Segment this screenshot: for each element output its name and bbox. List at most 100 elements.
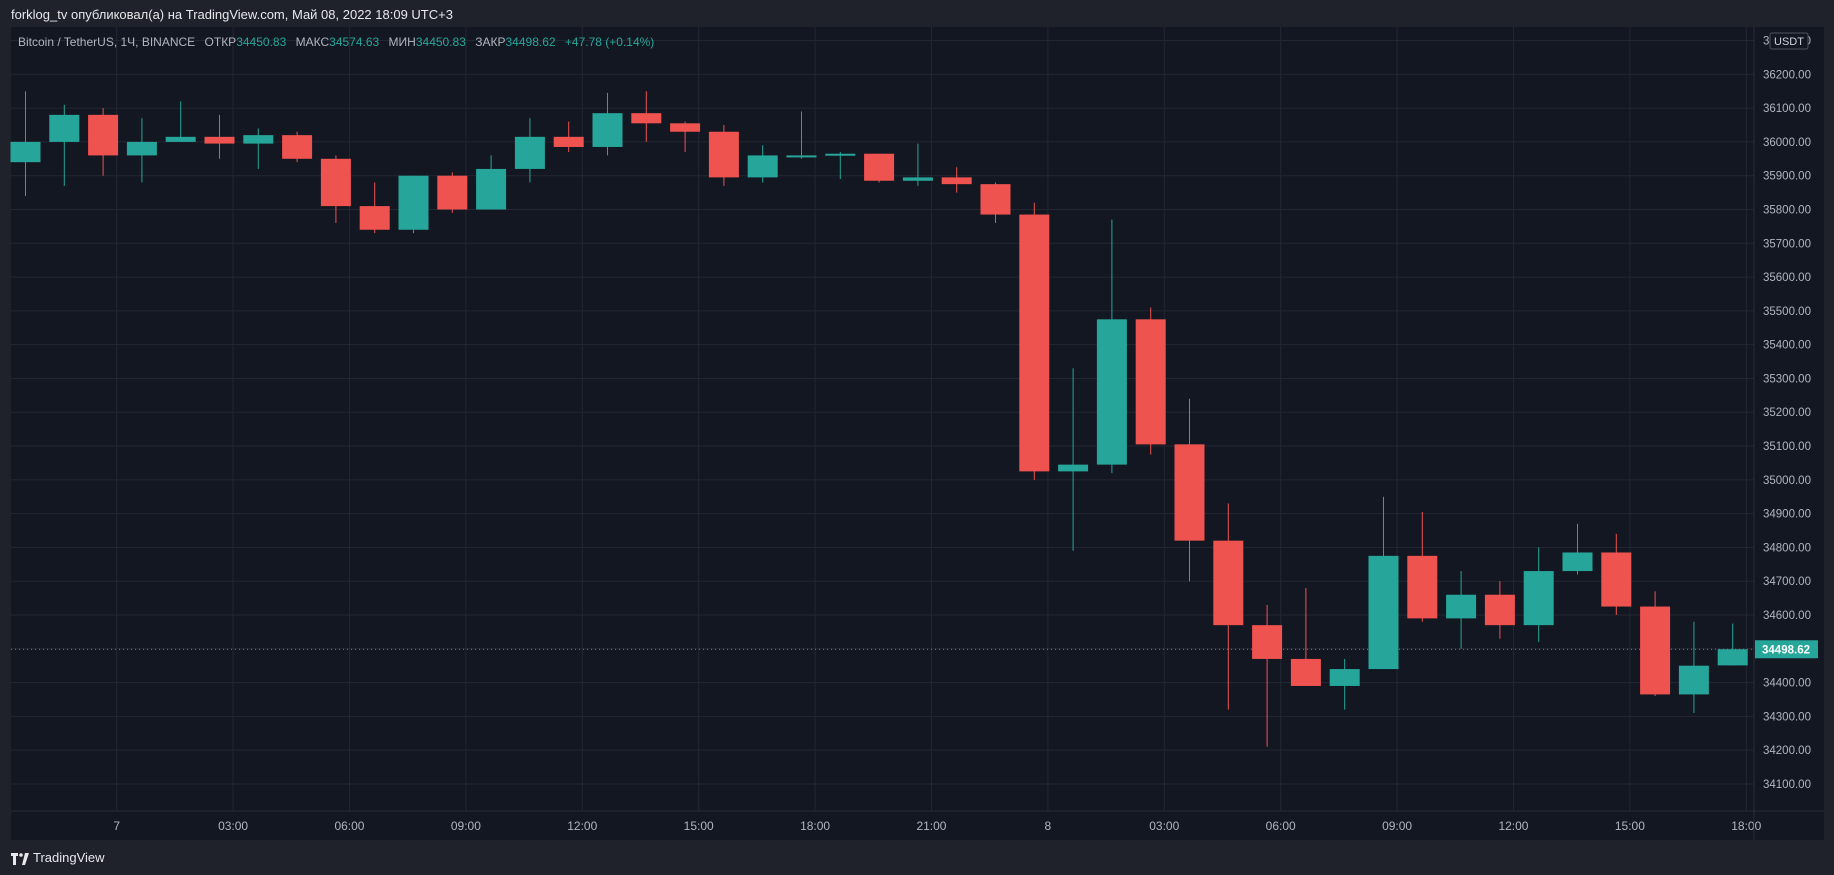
y-tick-label: 36000.00 [1763,137,1811,149]
x-tick-label: 21:00 [916,819,946,833]
candle-body[interactable] [1640,606,1671,695]
candle-body[interactable] [10,141,41,163]
candle-body[interactable] [88,114,119,156]
x-tick-label: 8 [1045,819,1052,833]
footer-brand[interactable]: TradingView [11,850,105,865]
y-tick-label: 35100.00 [1763,441,1811,453]
candle-body[interactable] [398,175,429,230]
candle-body[interactable] [126,141,157,156]
candle-body[interactable] [1135,319,1166,445]
candle-body[interactable] [1484,594,1515,626]
candle-body[interactable] [165,136,196,142]
x-tick-label: 15:00 [1615,819,1645,833]
candle-body[interactable] [320,158,351,207]
x-tick-label: 18:00 [800,819,830,833]
candle-body[interactable] [204,136,235,144]
y-tick-label: 34400.00 [1763,678,1811,690]
candle-body[interactable] [1368,555,1399,670]
x-tick-label: 12:00 [567,819,597,833]
y-tick-label: 34100.00 [1763,779,1811,791]
legend: Bitcoin / TetherUS, 1Ч, BINANCE ОТКР3445… [18,35,654,49]
candle-body[interactable] [1601,552,1632,607]
currency-label: USDT [1774,36,1804,48]
x-tick-label: 03:00 [1149,819,1179,833]
candle-body[interactable] [902,177,933,181]
footer-bar: TradingView [0,840,1834,875]
candle-body[interactable] [747,155,778,178]
candle-body[interactable] [1019,214,1050,472]
y-tick-label: 36200.00 [1763,69,1811,81]
candle-body[interactable] [1678,665,1709,695]
candle-body[interactable] [1562,552,1593,572]
candle-body[interactable] [49,114,80,142]
candle-body[interactable] [941,177,972,185]
candle-body[interactable] [708,131,739,178]
candle-body[interactable] [1446,594,1477,619]
footer-brand-label: TradingView [33,850,105,865]
candle-body[interactable] [1717,649,1748,666]
candle-body[interactable] [1096,319,1127,465]
candle-body[interactable] [553,136,584,147]
candle-body[interactable] [864,153,895,181]
y-tick-label: 34300.00 [1763,711,1811,723]
x-tick-label: 06:00 [1266,819,1296,833]
x-tick-label: 12:00 [1498,819,1528,833]
y-tick-label: 34600.00 [1763,610,1811,622]
header-bar: forklog_tv опубликовал(а) на TradingView… [0,0,1834,27]
legend-open-label: ОТКР [204,35,237,49]
candle-body[interactable] [980,184,1011,215]
x-tick-label: 06:00 [334,819,364,833]
y-tick-label: 36100.00 [1763,103,1811,115]
candle-body[interactable] [243,135,274,144]
candle-body[interactable] [1058,464,1089,472]
published-text: forklog_tv опубликовал(а) на TradingView… [11,7,453,22]
candle-body[interactable] [1407,555,1438,619]
legend-high-value: 34574.63 [329,35,380,49]
y-tick-label: 34700.00 [1763,576,1811,588]
candle-body[interactable] [1290,658,1321,686]
y-tick-label: 34900.00 [1763,509,1811,521]
candle-body[interactable] [631,113,662,124]
candle-body[interactable] [359,206,390,230]
y-tick-label: 35400.00 [1763,340,1811,352]
currency-tag [1769,32,1809,50]
candle-body[interactable] [476,168,507,210]
legend-symbol: Bitcoin / TetherUS, 1Ч, BINANCE [18,35,196,49]
x-tick-label: 03:00 [218,819,248,833]
y-tick-label: 35900.00 [1763,171,1811,183]
x-tick-label: 15:00 [684,819,714,833]
candle-body[interactable] [282,135,313,159]
legend-change: +47.78 (+0.14%) [564,35,655,49]
y-tick-label: 35000.00 [1763,475,1811,487]
candle-body[interactable] [592,113,623,147]
y-tick-label: 35300.00 [1763,373,1811,385]
y-tick-label: 35500.00 [1763,306,1811,318]
candle-body[interactable] [1329,669,1360,686]
candle-body[interactable] [786,155,817,158]
legend-close-label: ЗАКР [475,35,506,49]
legend-open-value: 34450.83 [236,35,287,49]
candle-body[interactable] [1213,540,1244,626]
y-tick-label: 35200.00 [1763,407,1811,419]
x-tick-label: 7 [113,819,120,833]
candle-body[interactable] [514,136,545,169]
legend-close-value: 34498.62 [505,35,556,49]
y-tick-label: 35700.00 [1763,238,1811,250]
x-tick-label: 09:00 [451,819,481,833]
last-price-tag [1755,640,1818,659]
x-tick-label: 18:00 [1731,819,1761,833]
candle-body[interactable] [670,123,701,132]
candle-body[interactable] [1252,625,1283,659]
candle-body[interactable] [437,175,468,210]
last-price-label: 34498.62 [1762,644,1810,656]
y-tick-label: 35600.00 [1763,272,1811,284]
candle-body[interactable] [1174,444,1205,541]
y-tick-label: 34200.00 [1763,745,1811,757]
y-tick-label: 34800.00 [1763,542,1811,554]
candle-body[interactable] [825,153,856,156]
x-tick-label: 09:00 [1382,819,1412,833]
candle-body[interactable] [1523,571,1554,626]
y-tick-label: 35800.00 [1763,204,1811,216]
